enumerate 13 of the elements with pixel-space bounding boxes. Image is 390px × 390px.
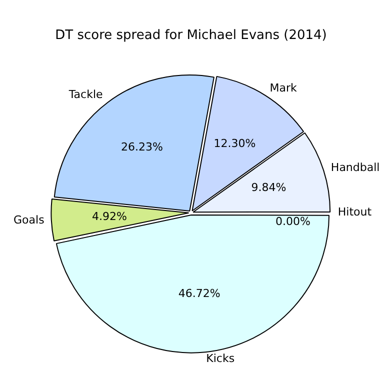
slice-label: Goals [14, 213, 45, 226]
chart-title: DT score spread for Michael Evans (2014) [55, 28, 327, 44]
data-label: 12.30% [214, 136, 256, 150]
slice-label: Kicks [206, 352, 235, 365]
category-label: Hitout [338, 206, 372, 219]
slice-label: Mark [270, 82, 298, 95]
data-label: 4.92% [92, 210, 127, 223]
slice-label: Handball [330, 160, 380, 174]
data-label: 26.23% [121, 140, 163, 154]
data-label: 9.84% [251, 180, 286, 194]
slice-label: Tackle [68, 88, 104, 102]
text: 0.00% [276, 215, 310, 228]
data-label: 46.72% [178, 286, 220, 300]
